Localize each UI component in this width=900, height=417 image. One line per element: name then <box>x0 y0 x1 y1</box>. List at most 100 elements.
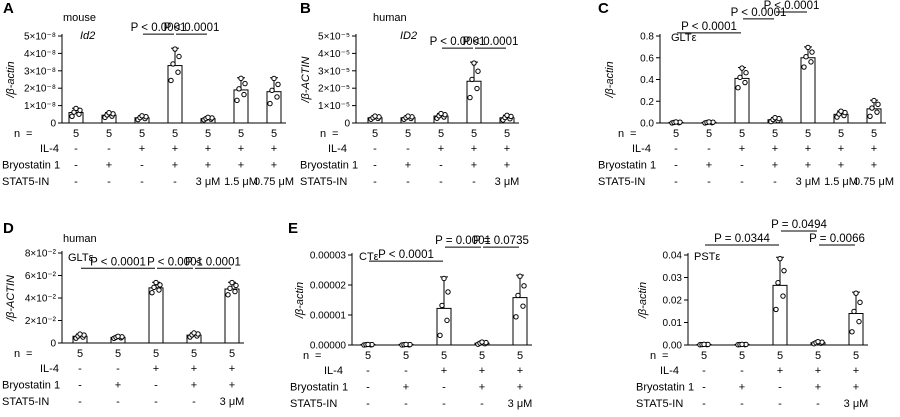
row-label: Bryostatin 1 <box>290 382 348 394</box>
n-value: 5 <box>479 350 485 362</box>
row-label: Bryostatin 1 <box>300 160 358 172</box>
data-point <box>157 282 163 288</box>
y-tick-label: 4×10⁻² <box>25 294 57 305</box>
row-cell: 0.75 μM <box>854 176 894 188</box>
row-cell: - <box>674 160 678 172</box>
row-cell: - <box>778 398 782 410</box>
row-cell: + <box>504 143 510 155</box>
n-equals: = <box>26 348 32 360</box>
data-point <box>233 282 239 289</box>
data-point <box>267 100 273 107</box>
row-cell: + <box>191 363 197 375</box>
row-cell: + <box>115 380 121 392</box>
data-point <box>467 94 473 101</box>
y-tick-label: 0.00003 <box>310 251 347 262</box>
panel-letter: B <box>300 0 311 17</box>
p-value-label: P < 0.0001 <box>681 21 737 33</box>
data-point <box>372 113 378 119</box>
row-cell: + <box>517 382 523 394</box>
y-tick-label: 0 <box>50 339 56 350</box>
n-value: 5 <box>815 350 821 362</box>
row-cell: - <box>707 176 711 188</box>
data-point <box>445 289 451 295</box>
n-value: 5 <box>365 350 371 362</box>
data-point <box>77 331 83 337</box>
n-equals: = <box>662 350 668 362</box>
y-tick-label: 1×10⁻⁸ <box>24 101 56 112</box>
row-cell: + <box>853 382 859 394</box>
data-point <box>513 314 519 320</box>
panel-e2: PSTε/β-actin 0.00 0.01 0.02 0.03 0.04 P = 0.03… <box>636 219 868 410</box>
n-value: 5 <box>772 128 778 140</box>
n-equals: = <box>26 128 32 140</box>
row-cell: 3 μM <box>495 176 520 188</box>
row-cell: 3 μM <box>844 398 869 410</box>
n-value: 5 <box>153 348 159 360</box>
row-cell: + <box>172 160 178 172</box>
data-point <box>871 97 877 104</box>
n-value: 5 <box>191 348 197 360</box>
y-tick-label: 0.04 <box>663 251 683 262</box>
n-value: 5 <box>438 128 444 140</box>
data-point <box>772 114 778 121</box>
n-value: 5 <box>229 348 235 360</box>
row-cell: + <box>153 363 159 375</box>
row-cell: + <box>479 382 485 394</box>
n-value: 5 <box>205 128 211 140</box>
row-cell: + <box>777 365 783 377</box>
row-cell: 1.5 μM <box>824 176 858 188</box>
row-cell: - <box>674 143 678 155</box>
n-value: 5 <box>405 128 411 140</box>
row-cell: - <box>140 160 144 172</box>
n-value: 5 <box>517 350 523 362</box>
n-label: n <box>618 128 624 140</box>
y-tick-label: 4×10⁻⁸ <box>24 49 56 60</box>
row-label: IL-4 <box>40 363 59 375</box>
n-value: 5 <box>106 128 112 140</box>
data-point <box>815 338 821 345</box>
n-value: 5 <box>372 128 378 140</box>
panel-e: E CTε/β-actin 0.00000 0.00001 0.00002 0.00003… <box>288 220 532 410</box>
row-cell: - <box>740 398 744 410</box>
data-point <box>241 91 247 98</box>
row-cell: + <box>871 143 877 155</box>
data-point <box>869 105 875 111</box>
data-point <box>176 53 182 60</box>
species-label: human <box>63 233 97 245</box>
row-cell: + <box>853 365 859 377</box>
data-point <box>115 333 121 340</box>
row-cell: - <box>154 380 158 392</box>
p-value-label: P < 0.0001 <box>430 36 486 48</box>
row-cell: - <box>173 176 177 188</box>
y-tick-label: 6×10⁻² <box>25 271 57 282</box>
row-cell: - <box>78 363 82 375</box>
row-cell: + <box>238 160 244 172</box>
data-point <box>521 283 527 289</box>
n-value: 5 <box>271 128 277 140</box>
y-tick-label: 0.4 <box>640 75 654 86</box>
data-point <box>742 79 748 86</box>
data-point <box>849 329 855 335</box>
row-cell: - <box>442 398 446 410</box>
row-cell: - <box>107 143 111 155</box>
y-axis-label: /β-actin <box>294 282 306 319</box>
row-cell: - <box>442 382 446 394</box>
y-tick-label: 0.6 <box>640 53 654 64</box>
data-point <box>781 267 787 274</box>
data-point <box>853 290 859 296</box>
row-label: IL-4 <box>660 365 679 377</box>
row-cell: + <box>271 143 277 155</box>
y-tick-label: 0.02 <box>663 296 683 307</box>
row-cell: + <box>172 143 178 155</box>
row-cell: 1.5 μM <box>224 176 258 188</box>
row-cell: - <box>674 176 678 188</box>
data-point <box>106 109 112 116</box>
row-cell: - <box>366 398 370 410</box>
data-point <box>238 75 244 82</box>
panel-letter: C <box>598 0 609 17</box>
row-cell: + <box>739 382 745 394</box>
p-value-label: P < 0.0001 <box>764 0 820 12</box>
data-point <box>275 81 281 88</box>
